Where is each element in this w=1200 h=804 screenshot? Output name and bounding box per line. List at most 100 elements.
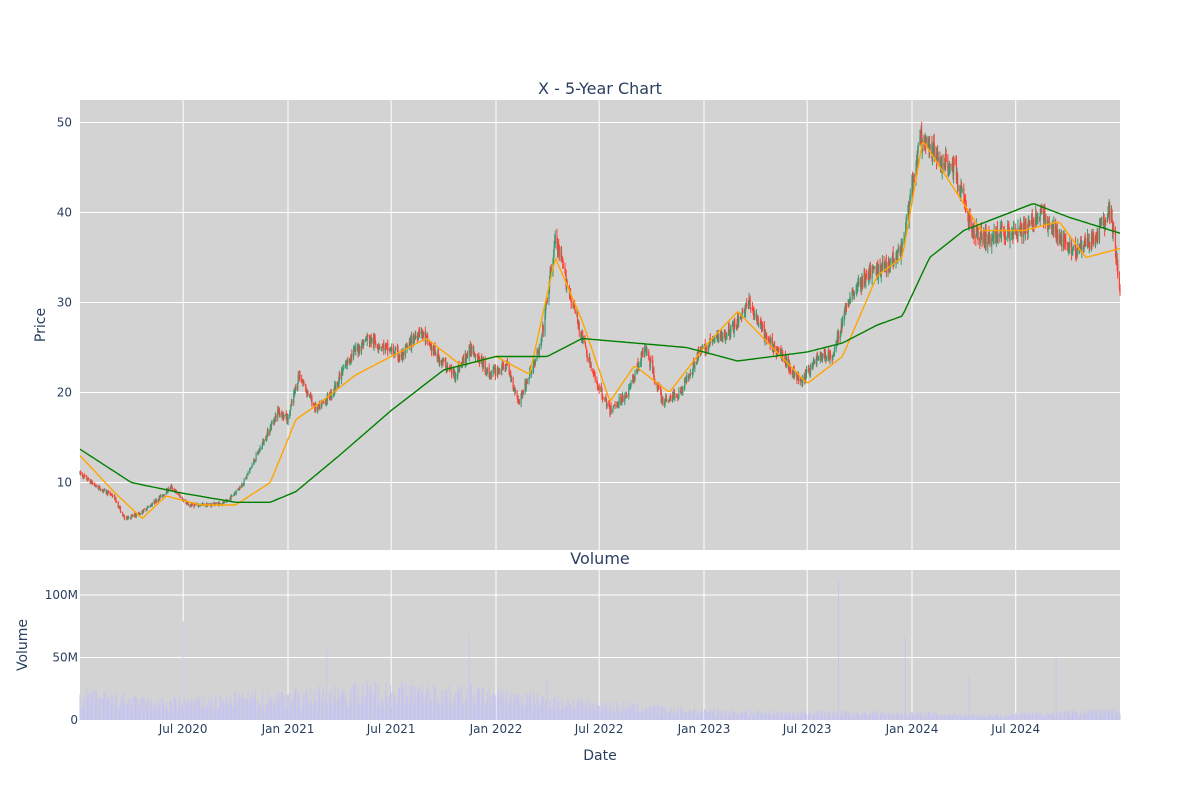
candle-body <box>508 365 510 375</box>
volume-bar <box>203 708 205 720</box>
volume-bar <box>1118 712 1120 720</box>
candle-body <box>239 486 241 489</box>
candle-body <box>289 413 291 417</box>
volume-bar <box>149 700 151 720</box>
candle-body <box>231 495 233 497</box>
volume-bar <box>1035 713 1037 720</box>
candle-body <box>271 422 273 425</box>
candle-body <box>941 163 943 170</box>
volume-bar <box>120 701 121 720</box>
volume-bar <box>852 716 854 720</box>
volume-bar <box>863 710 865 720</box>
volume-bar <box>718 711 720 720</box>
volume-bar <box>720 713 721 720</box>
candle-body <box>478 357 480 359</box>
volume-bar <box>747 715 749 720</box>
volume-bar <box>771 715 773 720</box>
volume-bar <box>933 711 935 720</box>
candle-body <box>488 367 490 377</box>
candle-body <box>85 475 87 477</box>
volume-bar <box>285 709 287 720</box>
volume-bar <box>1053 712 1055 720</box>
volume-bar <box>578 707 580 720</box>
candle-body <box>1103 214 1105 225</box>
volume-bar <box>1049 714 1051 720</box>
volume-bar <box>602 708 604 720</box>
volume-bar <box>698 713 700 720</box>
volume-bar <box>649 708 651 720</box>
volume-bar <box>816 716 818 720</box>
volume-bar <box>349 705 350 720</box>
volume-bar <box>229 697 231 720</box>
candle-body <box>853 292 856 296</box>
candle-body <box>885 261 887 273</box>
volume-bar <box>330 704 332 720</box>
volume-bar <box>562 702 564 720</box>
candle-body <box>812 363 814 369</box>
volume-bar <box>666 712 668 720</box>
candle-body <box>778 347 780 351</box>
volume-bar <box>390 692 392 720</box>
volume-bar <box>1109 712 1111 720</box>
volume-bar <box>382 703 384 720</box>
candle-body <box>745 306 747 313</box>
volume-bar <box>1064 710 1066 720</box>
volume-bar <box>876 710 878 720</box>
candle-body <box>497 370 499 373</box>
volume-bar <box>824 714 826 720</box>
volume-bar <box>314 689 316 720</box>
candle-body <box>590 365 592 368</box>
volume-bar <box>282 707 284 720</box>
volume-bar <box>640 713 642 720</box>
candle-body <box>915 167 917 178</box>
volume-bar <box>369 686 371 720</box>
volume-bar <box>142 711 144 720</box>
volume-bar <box>729 716 731 720</box>
candle-body <box>668 401 670 402</box>
volume-bar <box>1044 715 1046 720</box>
candle-body <box>502 362 505 368</box>
volume-bar <box>654 706 656 720</box>
candle-body <box>159 495 161 498</box>
volume-bar <box>1008 715 1010 720</box>
volume-bar <box>1112 707 1114 720</box>
volume-bar <box>624 706 626 720</box>
volume-bar <box>757 715 759 720</box>
candle-body <box>1020 222 1022 230</box>
volume-bar <box>891 713 893 720</box>
volume-bar <box>586 705 588 720</box>
candle-body <box>133 514 135 517</box>
candle-body <box>837 334 840 341</box>
volume-bar <box>314 699 316 720</box>
volume-bar <box>222 704 224 720</box>
volume-bar <box>383 706 385 720</box>
volume-bar <box>1103 714 1104 720</box>
candle-body <box>250 466 253 469</box>
volume-bar <box>126 709 128 720</box>
candle-body <box>864 270 866 279</box>
volume-bar <box>206 706 208 720</box>
volume-bar <box>779 716 781 720</box>
candle-body <box>1045 218 1047 224</box>
candle-body <box>669 396 671 399</box>
volume-bar <box>86 688 88 720</box>
volume-bar <box>984 717 986 720</box>
candle-body <box>362 344 364 346</box>
volume-bar <box>365 695 366 720</box>
candle-body <box>177 492 179 495</box>
volume-bar <box>393 692 395 720</box>
volume-bar <box>341 692 343 720</box>
candle-body <box>1096 237 1098 240</box>
volume-bar <box>830 716 831 720</box>
volume-bar <box>736 714 737 720</box>
volume-bar <box>1048 713 1050 720</box>
candle-body <box>913 175 915 178</box>
volume-bar <box>913 714 915 720</box>
candle-body <box>968 222 970 226</box>
volume-bar <box>426 688 428 720</box>
volume-bar <box>704 714 706 720</box>
candle-body <box>690 372 692 375</box>
volume-bar <box>1071 715 1073 720</box>
candle-body <box>967 212 970 227</box>
volume-bar <box>569 703 571 720</box>
